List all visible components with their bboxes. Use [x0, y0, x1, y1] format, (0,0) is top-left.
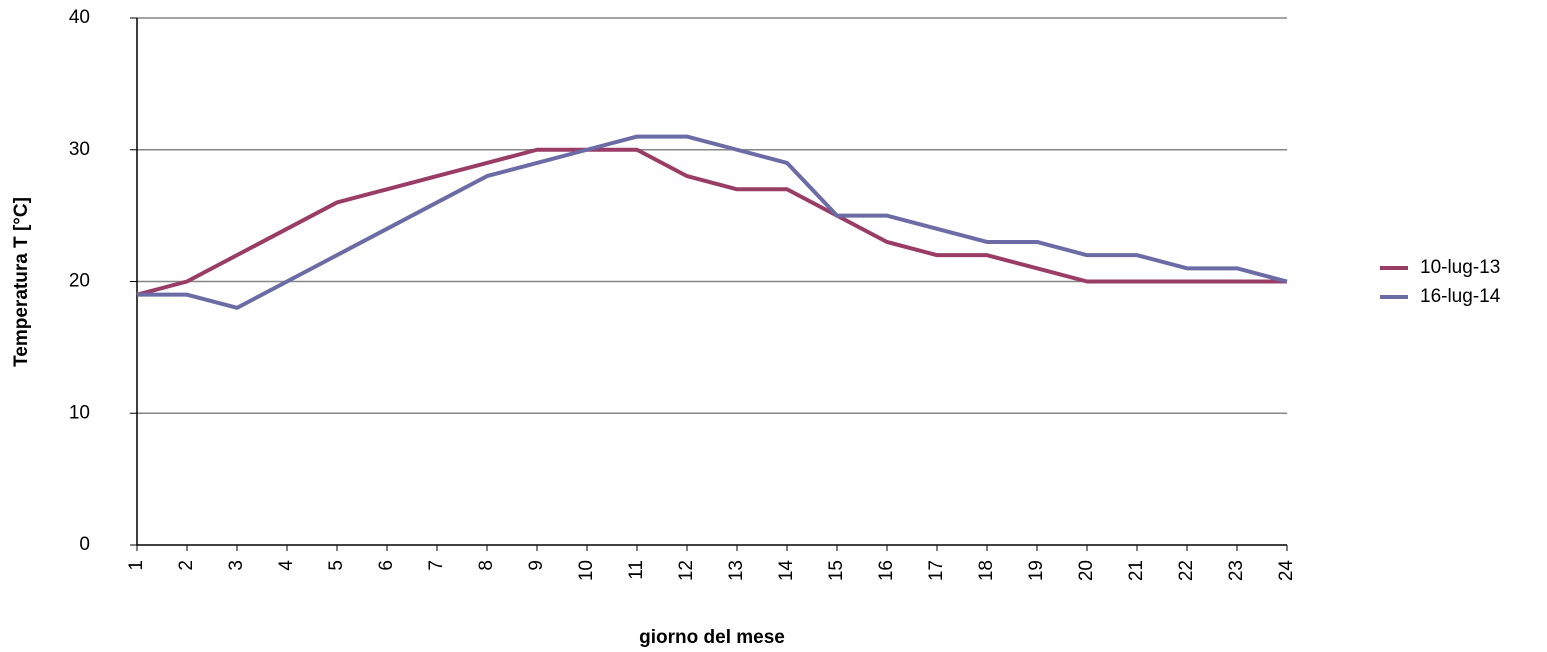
x-tick-label: 12	[676, 560, 697, 581]
y-tick-label: 10	[69, 402, 90, 423]
x-tick-label: 13	[726, 560, 747, 581]
y-tick-label: 0	[79, 534, 90, 555]
x-tick-label: 23	[1226, 560, 1247, 581]
x-axis-title: giorno del mese	[639, 627, 785, 648]
x-tick-label: 17	[926, 560, 947, 581]
line-series	[137, 134, 1288, 310]
x-tick-label: 19	[1026, 560, 1047, 581]
x-tick-label: 1	[126, 560, 147, 571]
x-tick-label: 20	[1076, 560, 1097, 581]
line-series	[136, 147, 1287, 297]
x-tick-label: 3	[226, 560, 247, 571]
x-tick-label: 14	[776, 560, 797, 582]
x-tick-label: 9	[526, 560, 547, 571]
legend-label: 10-lug-13	[1420, 257, 1500, 278]
x-tick-label: 15	[826, 560, 847, 581]
x-tick-label: 5	[326, 560, 347, 571]
x-tick-label: 8	[476, 560, 497, 571]
x-tick-label: 4	[276, 560, 297, 571]
x-tick-label: 7	[426, 560, 447, 571]
x-tick-label: 21	[1126, 560, 1147, 581]
y-tick-label: 40	[69, 7, 90, 28]
x-tick-label: 22	[1176, 560, 1197, 581]
x-tick-label: 24	[1276, 560, 1297, 582]
x-tick-label: 10	[576, 560, 597, 581]
x-tick-label: 11	[626, 560, 647, 580]
x-tick-label: 2	[176, 560, 197, 571]
x-tick-label: 16	[876, 560, 897, 581]
y-axis-title: Temperatura T [°C]	[11, 197, 32, 367]
y-tick-label: 30	[69, 139, 90, 160]
x-tick-label: 18	[976, 560, 997, 581]
x-tick-label: 6	[376, 560, 397, 571]
y-tick-label: 20	[69, 271, 90, 292]
legend-label: 16-lug-14	[1420, 286, 1501, 307]
